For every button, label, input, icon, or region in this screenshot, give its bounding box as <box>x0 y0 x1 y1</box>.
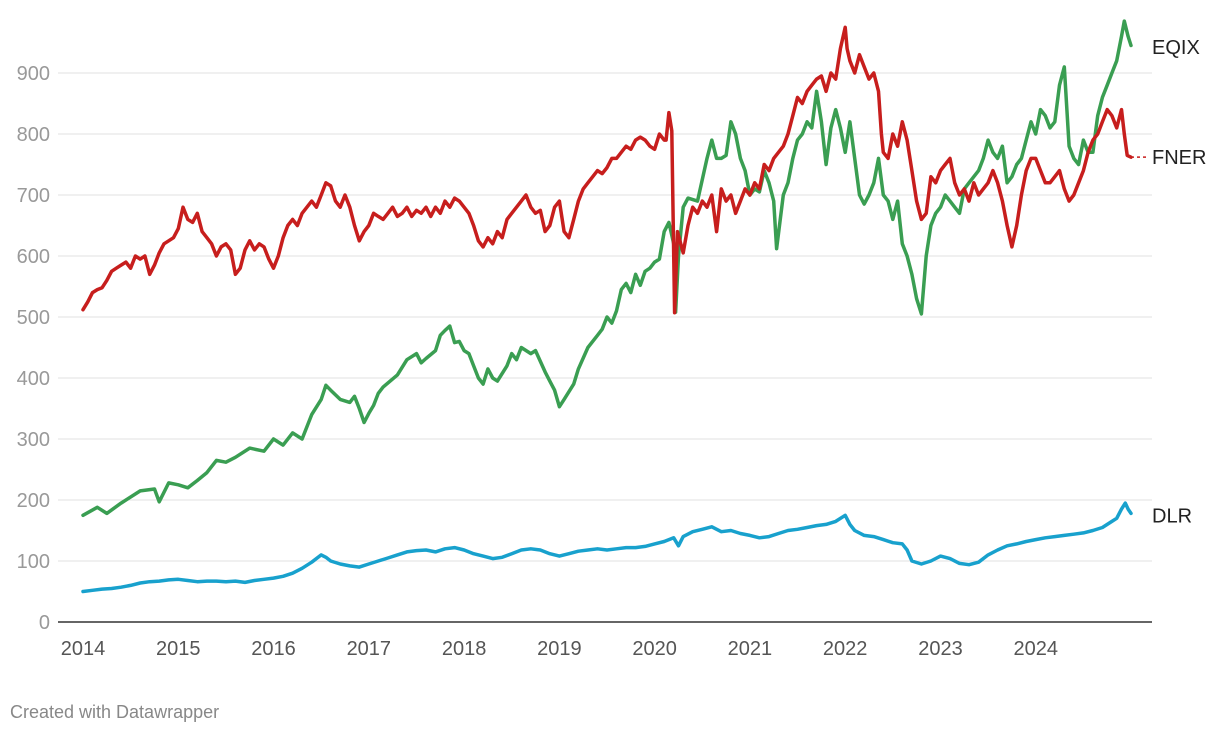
x-tick-label: 2018 <box>442 638 487 660</box>
series-lines <box>81 19 1133 594</box>
x-tick-label: 2022 <box>823 638 868 660</box>
series-end-labels: EQIX FNER DLR <box>1131 37 1206 527</box>
x-tick-label: 2024 <box>1013 638 1058 660</box>
series-line-dlr <box>81 501 1133 594</box>
y-tick-label: 0 <box>39 612 50 634</box>
x-tick-label: 2020 <box>632 638 677 660</box>
x-tick-label: 2017 <box>347 638 392 660</box>
series-line-eqix <box>81 19 1133 518</box>
credit-footer: Created with Datawrapper <box>10 702 220 722</box>
series-line-fner <box>81 25 1133 315</box>
series-label-fner: FNER <box>1152 147 1206 169</box>
x-tick-label: 2021 <box>728 638 773 660</box>
y-tick-label: 600 <box>17 246 50 268</box>
x-tick-label: 2016 <box>251 638 296 660</box>
y-tick-label: 300 <box>17 429 50 451</box>
y-tick-label: 700 <box>17 185 50 207</box>
x-tick-label: 2014 <box>61 638 106 660</box>
series-label-eqix: EQIX <box>1152 37 1200 59</box>
y-tick-label: 400 <box>17 368 50 390</box>
y-tick-label: 900 <box>17 63 50 85</box>
y-tick-label: 500 <box>17 307 50 329</box>
x-tick-label: 2023 <box>918 638 963 660</box>
x-axis-tick-labels: 2014 2015 2016 2017 2018 2019 2020 2021 2022 2023… <box>61 638 1058 660</box>
y-tick-label: 800 <box>17 124 50 146</box>
gridlines <box>58 72 1152 623</box>
x-tick-label: 2019 <box>537 638 582 660</box>
x-tick-label: 2015 <box>156 638 201 660</box>
series-label-dlr: DLR <box>1152 505 1192 527</box>
y-tick-label: 200 <box>17 490 50 512</box>
y-tick-label: 100 <box>17 551 50 573</box>
y-axis-tick-labels: 0 100 200 300 400 500 600 700 800 900 <box>17 63 50 634</box>
